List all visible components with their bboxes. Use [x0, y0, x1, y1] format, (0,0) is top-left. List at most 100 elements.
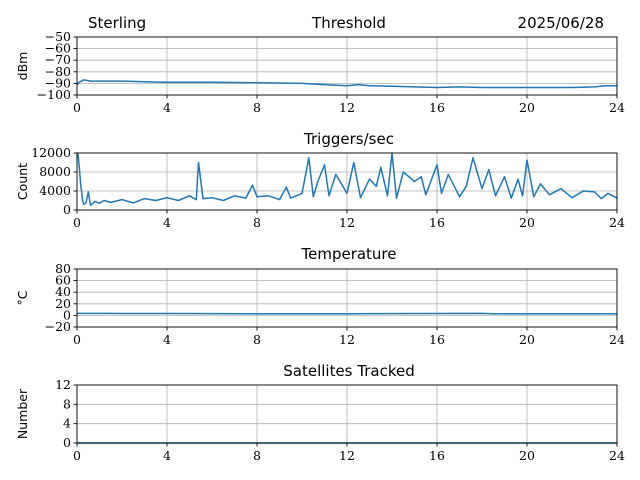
- x-tick-label: 24: [609, 100, 625, 115]
- data-point: [465, 185, 467, 187]
- data-point: [166, 312, 168, 315]
- data-point: [256, 82, 258, 84]
- y-tick-label: −80: [45, 64, 71, 79]
- data-point: [211, 197, 213, 199]
- data-point: [278, 198, 281, 201]
- data-point: [420, 176, 422, 178]
- data-point: [458, 86, 461, 88]
- x-tick-label: 16: [429, 215, 445, 230]
- data-point: [413, 180, 416, 183]
- data-point: [386, 195, 389, 197]
- data-point: [425, 194, 427, 196]
- x-tick-label: 0: [73, 215, 81, 230]
- data-point: [353, 161, 355, 164]
- x-tick-label: 8: [253, 100, 261, 115]
- data-point: [285, 186, 287, 188]
- x-tick-label: 8: [253, 332, 261, 347]
- data-point: [593, 86, 596, 88]
- y-tick-label: 20: [55, 296, 71, 311]
- panel-title: Satellites Tracked: [283, 362, 414, 380]
- panel-title: Triggers/sec: [303, 130, 394, 148]
- data-point: [368, 85, 371, 87]
- data-point: [402, 171, 404, 173]
- data-point: [517, 178, 519, 180]
- data-point: [481, 312, 483, 315]
- data-point: [317, 180, 319, 183]
- data-point: [83, 203, 85, 205]
- data-point: [177, 199, 179, 202]
- series-line: [76, 152, 618, 207]
- data-point: [323, 164, 326, 166]
- data-point: [346, 192, 348, 194]
- data-point: [436, 164, 438, 166]
- data-point: [335, 173, 337, 175]
- data-point: [166, 197, 168, 199]
- y-tick-label: 0: [63, 435, 71, 450]
- data-point: [481, 188, 483, 190]
- y-tick-label: −70: [45, 52, 71, 67]
- data-point: [526, 313, 528, 315]
- data-point: [571, 197, 573, 199]
- data-point: [436, 86, 438, 89]
- data-point: [132, 202, 134, 204]
- data-point: [481, 86, 483, 89]
- panel-title: Threshold: [311, 14, 386, 32]
- data-point: [539, 183, 542, 185]
- data-point: [267, 195, 269, 197]
- x-tick-label: 20: [519, 100, 535, 115]
- data-point: [121, 80, 123, 82]
- y-tick-label: 4000: [39, 183, 71, 198]
- data-point: [195, 198, 197, 201]
- y-tick-label: 0: [63, 307, 71, 322]
- y-axis-label: Count: [15, 163, 30, 200]
- data-point: [533, 196, 535, 198]
- data-point: [211, 81, 213, 83]
- data-point: [94, 200, 96, 203]
- x-tick-label: 0: [73, 448, 81, 463]
- y-tick-label: 40: [55, 284, 71, 299]
- data-point: [328, 195, 330, 197]
- x-tick-label: 12: [339, 100, 355, 115]
- data-point: [77, 154, 79, 156]
- data-point: [79, 180, 81, 183]
- data-point: [346, 85, 348, 87]
- y-axis-label: °C: [15, 290, 30, 305]
- y-tick-label: 12000: [31, 145, 71, 160]
- date-label: 2025/06/28: [518, 14, 604, 32]
- x-tick-label: 4: [163, 448, 171, 463]
- data-point: [233, 195, 236, 197]
- y-tick-label: 4: [63, 416, 71, 431]
- data-point: [245, 197, 247, 199]
- data-point: [346, 313, 348, 315]
- x-tick-label: 24: [609, 448, 625, 463]
- data-point: [368, 178, 371, 180]
- data-point: [521, 195, 524, 197]
- data-point: [380, 166, 382, 168]
- x-tick-label: 12: [339, 332, 355, 347]
- data-point: [121, 312, 123, 315]
- data-point: [494, 195, 497, 197]
- x-tick-label: 8: [253, 448, 261, 463]
- data-point: [503, 176, 506, 178]
- data-point: [472, 157, 474, 159]
- panel-2: 0 4 8 12 16 20 24 0 4000 8000 12000 Triggers/sec Cou…: [15, 130, 625, 230]
- data-point: [103, 199, 105, 202]
- data-point: [301, 82, 303, 84]
- x-tick-label: 0: [73, 100, 81, 115]
- data-point: [87, 191, 89, 193]
- data-point: [197, 161, 200, 164]
- data-point: [143, 81, 146, 83]
- data-point: [510, 197, 512, 199]
- y-tick-label: 8000: [39, 164, 71, 179]
- panels: 0 4 8 12 16 20 24 −50−60−70−80−90−100 Threshold d…: [15, 14, 625, 463]
- data-point: [98, 80, 101, 82]
- x-tick-label: 16: [429, 100, 445, 115]
- data-point: [78, 166, 80, 168]
- data-point: [251, 184, 254, 186]
- y-axis-label: Number: [15, 388, 30, 439]
- data-point: [436, 312, 438, 315]
- data-point: [526, 159, 528, 161]
- data-point: [80, 190, 83, 192]
- data-point: [89, 80, 92, 82]
